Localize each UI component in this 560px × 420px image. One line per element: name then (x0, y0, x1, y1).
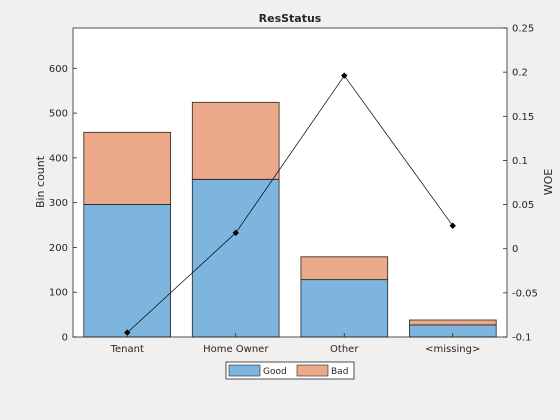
y2-tick-label-5: 0.15 (512, 112, 534, 123)
woe-line-layer (124, 72, 456, 336)
plot-frame (72, 27, 508, 338)
y2-tick-label-2: 0 (512, 244, 518, 255)
y2-tick-label-4: 0.1 (512, 156, 528, 167)
y2-tick-label-7: 0.25 (512, 24, 534, 35)
bar-good-0 (83, 203, 172, 338)
y-tick-label-2: 200 (49, 243, 68, 254)
x-tick-label-0: Tenant (110, 344, 144, 355)
x-tick-label-2: Other (330, 344, 359, 355)
bar-bad-0 (83, 131, 172, 205)
y2-tick-label-6: 0.2 (512, 68, 528, 79)
bar-good-2 (300, 279, 389, 338)
woe-marker-0 (124, 329, 131, 336)
legend-label-good: Good (263, 367, 287, 377)
y-tick-label-4: 400 (49, 153, 68, 164)
y-tick-label-0: 0 (62, 333, 68, 344)
woe-line (127, 75, 454, 333)
legend-swatch-good (228, 364, 261, 377)
x-tick-label-3: <missing> (425, 344, 480, 355)
bar-bad-1 (191, 101, 280, 180)
bar-layer (83, 101, 497, 338)
bar-bad-2 (300, 256, 389, 280)
y2-axis-label: WOE (542, 169, 555, 196)
chart-title: ResStatus (259, 12, 322, 25)
woe-marker-2 (341, 72, 348, 79)
bar-bad-3 (408, 319, 497, 326)
woe-marker-3 (449, 222, 456, 229)
legend: Good Bad (225, 361, 355, 380)
y2-tick-label-3: 0.05 (512, 200, 534, 211)
y-tick-label-5: 500 (49, 109, 68, 120)
tick-layer: 0 100 200 300 400 500 600 -0.1 -0.05 0 0.05 0.1 0.15… (49, 24, 538, 356)
y-axis-label: Bin count (34, 155, 47, 208)
x-tick-label-1: Home Owner (203, 344, 269, 355)
legend-label-bad: Bad (331, 367, 348, 377)
y-tick-label-3: 300 (49, 198, 68, 209)
woe-marker-1 (232, 229, 239, 237)
y2-tick-label-1: -0.05 (512, 288, 538, 299)
bar-good-1 (191, 178, 280, 338)
y-tick-label-1: 100 (49, 288, 68, 299)
y2-tick-label-0: -0.1 (512, 333, 532, 344)
legend-swatch-bad (296, 364, 329, 377)
y-tick-label-6: 600 (49, 64, 68, 75)
